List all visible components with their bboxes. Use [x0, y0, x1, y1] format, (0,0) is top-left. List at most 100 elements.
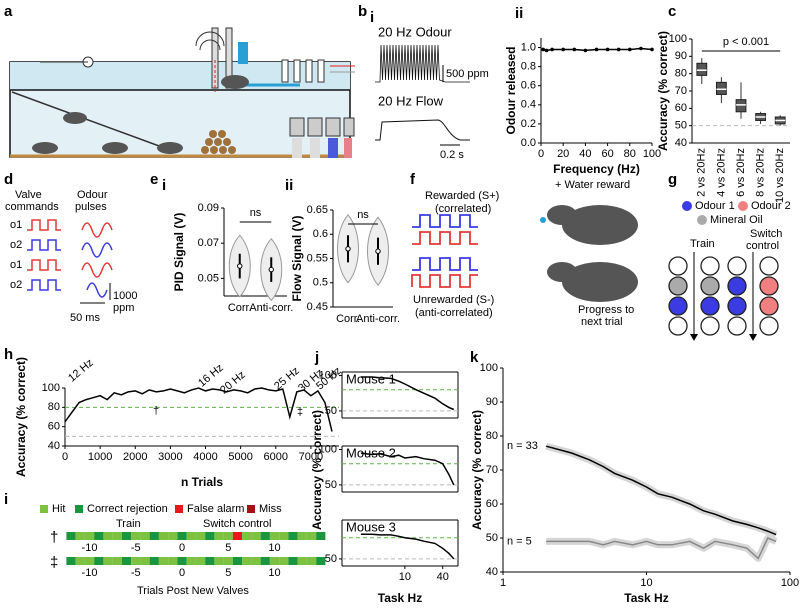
trial-cell — [288, 557, 298, 565]
panel-label: d — [4, 171, 13, 188]
trial-cell — [112, 557, 122, 565]
x-axis-label: Task Hz — [624, 591, 668, 605]
y-tick-label: 100 — [480, 362, 498, 374]
trial-cell — [186, 532, 196, 540]
y-tick-label: 50 — [486, 532, 498, 544]
panel-label: e — [150, 171, 158, 188]
x-tick-label: 4000 — [193, 451, 217, 463]
trial-cell — [242, 532, 252, 540]
condition: Rewarded (S+) — [425, 190, 499, 202]
y-tick-label: 50 — [325, 553, 337, 565]
y-tick-label: 1.0 — [521, 41, 536, 53]
condition: (correlated) — [435, 203, 491, 215]
panel-label: b — [358, 3, 367, 20]
trial-cell — [112, 532, 122, 540]
point — [605, 47, 610, 52]
tick-label: 0 — [179, 567, 185, 579]
legend-label: Miss — [259, 503, 282, 515]
annotation: † — [153, 405, 159, 417]
outcome: Progress to — [578, 304, 634, 316]
tick-label: -10 — [82, 542, 98, 554]
line — [360, 533, 455, 560]
trial-cell — [232, 557, 243, 565]
x-tick-label: 7000 — [299, 451, 323, 463]
y-axis-label: Accuracy (% correct) — [310, 410, 324, 530]
outcome: + Water reward — [555, 179, 630, 191]
y-tick-label: 60 — [675, 102, 687, 114]
x-tick-label: 40 — [437, 571, 449, 583]
x-tick-label: 20 — [557, 148, 569, 160]
line — [360, 376, 455, 411]
point — [639, 46, 643, 51]
trial-cell — [131, 532, 141, 540]
y-tick-label: 40 — [48, 440, 60, 452]
trace-label: 20 Hz Odour — [378, 24, 452, 39]
trial-cell — [242, 557, 252, 565]
trial-cell — [232, 532, 243, 540]
trial-cell — [94, 557, 104, 565]
chart-title: Mouse 2 — [346, 445, 396, 460]
panel-label: i — [162, 177, 166, 194]
panel-label: h — [4, 346, 13, 363]
annotation: 12 Hz — [66, 357, 96, 385]
trial-cell — [75, 557, 85, 565]
trial-cell — [94, 532, 104, 540]
chart-title: Mouse 3 — [346, 519, 396, 534]
trial-cell — [251, 557, 261, 565]
point — [572, 47, 577, 52]
y-tick-label: 50 — [675, 120, 687, 132]
x-tick-label: 5000 — [228, 451, 252, 463]
trial-cell — [66, 557, 76, 565]
x-tick-label: 4 vs 20Hz — [715, 148, 727, 197]
x-axis-label: Task Hz — [378, 591, 422, 605]
panel-label: g — [668, 171, 677, 188]
y-tick-label: 0.0 — [521, 137, 536, 149]
x-tick-label: Anti-corr. — [249, 302, 293, 314]
y-tick-label: 0.2 — [521, 118, 536, 130]
series-label: n = 5 — [507, 535, 532, 547]
point — [544, 48, 549, 53]
trial-cell — [149, 557, 159, 565]
y-tick-label: 60 — [48, 421, 60, 433]
trial-cell — [279, 557, 289, 565]
x-axis-label: n Trials — [181, 475, 223, 489]
legend-label: Mineral Oil — [710, 214, 763, 226]
line — [546, 537, 777, 560]
y-tick-label: 0.6 — [521, 80, 536, 92]
panel-label: k — [470, 349, 479, 366]
tick-label: 10 — [268, 542, 280, 554]
group-label: control — [746, 240, 779, 252]
trial-cell — [186, 557, 196, 565]
apparatus — [9, 27, 355, 158]
x-tick-label: 2000 — [123, 451, 147, 463]
x-tick-label: 1000 — [88, 451, 112, 463]
trial-cell — [251, 532, 261, 540]
scale-label: 0.2 s — [440, 149, 464, 161]
trial-cell — [223, 557, 233, 565]
panel-label: ii — [515, 5, 523, 22]
y-axis-label: Accuracy (% correct) — [14, 357, 28, 477]
x-tick-label: 6000 — [264, 451, 288, 463]
header: Odour — [77, 189, 108, 201]
trial-cell — [75, 532, 85, 540]
y-tick-label: 100 — [319, 369, 337, 381]
row-label: o2 — [10, 279, 22, 291]
trial-cell — [316, 557, 326, 565]
y-axis-label: Accuracy (% correct) — [470, 410, 484, 530]
point — [561, 47, 565, 52]
y-tick-label: 60 — [486, 498, 498, 510]
tick-label: -10 — [82, 567, 98, 579]
row-label: o1 — [10, 259, 22, 271]
trial-cell — [131, 557, 141, 565]
point — [616, 47, 621, 52]
trial-cell — [103, 532, 113, 540]
y-tick-label: 0.45 — [307, 301, 328, 313]
header: commands — [5, 201, 59, 213]
trial-cell — [279, 532, 289, 540]
y-tick-label: 0.55 — [307, 252, 328, 264]
x-tick-label: Corr. — [228, 302, 252, 314]
legend-label: False alarm — [187, 503, 244, 515]
y-tick-label: 0.05 — [198, 272, 219, 284]
trial-cell — [158, 557, 169, 565]
x-tick-label: 100 — [781, 577, 799, 589]
